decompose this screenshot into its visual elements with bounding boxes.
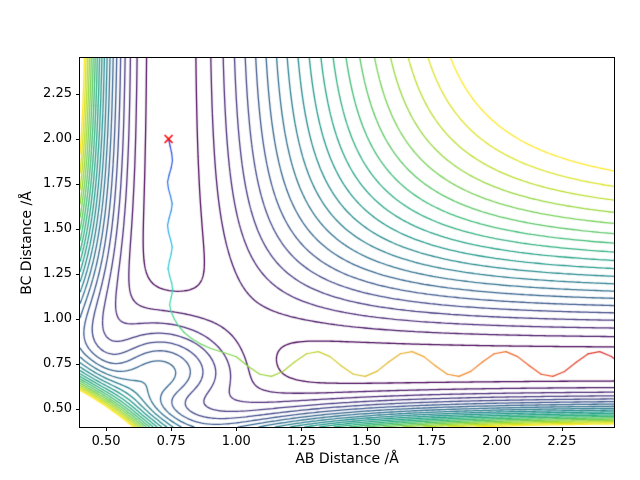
y-tick-label: 1.00 [43, 311, 72, 326]
y-tick [76, 319, 80, 320]
x-tick-label: 0.50 [91, 434, 121, 449]
x-axis-label: AB Distance /Å [295, 451, 399, 467]
contour-plot-canvas [80, 58, 614, 427]
x-tick [431, 427, 433, 431]
y-tick-label: 1.50 [43, 221, 72, 236]
y-tick-label: 1.25 [43, 266, 72, 281]
x-tick [496, 427, 498, 431]
x-tick [106, 427, 108, 431]
y-tick-label: 1.75 [43, 176, 72, 191]
y-tick-label: 2.00 [43, 131, 72, 146]
y-tick [76, 229, 80, 230]
y-tick-label: 0.75 [43, 356, 72, 371]
x-tick [366, 427, 368, 431]
y-axis-label: BC Distance /Å [19, 191, 35, 295]
y-tick-label: 0.50 [43, 401, 72, 416]
y-tick [76, 94, 80, 95]
x-tick-label: 2.00 [482, 434, 512, 449]
x-tick [171, 427, 173, 431]
x-tick-label: 0.75 [156, 434, 186, 449]
x-tick [301, 427, 303, 431]
x-tick-label: 1.50 [352, 434, 381, 449]
x-tick-label: 1.75 [417, 434, 447, 449]
x-tick-label: 2.25 [547, 434, 577, 449]
y-tick [76, 364, 80, 365]
x-tick [236, 427, 238, 431]
x-tick-label: 1.00 [221, 434, 251, 449]
y-tick [76, 139, 80, 140]
x-tick [561, 427, 563, 431]
y-tick [76, 184, 80, 185]
y-tick-label: 2.25 [43, 86, 72, 101]
x-tick-label: 1.25 [286, 434, 316, 449]
y-tick [76, 274, 80, 275]
y-tick [76, 409, 80, 410]
